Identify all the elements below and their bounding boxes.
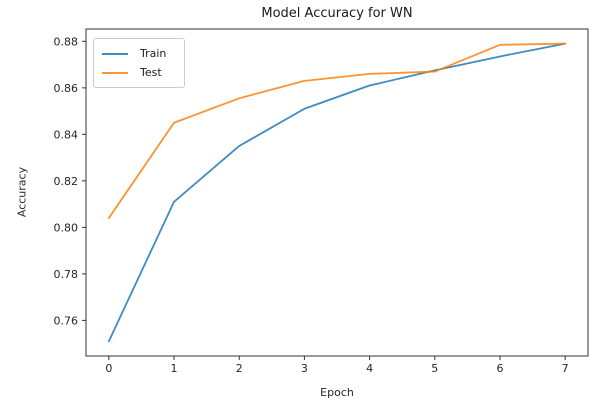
x-tick-label: 0 [105,362,112,375]
y-tick-label: 0.80 [54,221,79,234]
legend: Train Test [93,38,185,88]
train-line-swatch [102,52,128,55]
x-tick-label: 5 [431,362,438,375]
test-line-swatch [102,71,128,74]
y-tick-label: 0.78 [54,268,79,281]
x-tick-label: 6 [496,362,503,375]
x-axis-label: Epoch [320,386,354,399]
y-tick-label: 0.82 [54,175,79,188]
x-tick-label: 4 [366,362,373,375]
x-tick-label: 1 [171,362,178,375]
x-tick-label: 2 [236,362,243,375]
chart-title: Model Accuracy for WN [261,6,413,21]
x-tick-label: 7 [562,362,569,375]
y-tick-label: 0.86 [54,82,79,95]
test-line [107,42,567,219]
legend-entry-train: Train [102,44,176,63]
legend-entry-test: Test [102,63,176,82]
axes-frame [85,28,589,357]
x-tick-label: 3 [301,362,308,375]
y-tick-label: 0.76 [54,314,79,327]
y-axis-label: Accuracy [15,166,29,218]
legend-label-train: Train [140,47,167,60]
legend-label-test: Test [140,66,162,79]
y-tick-label: 0.88 [54,35,79,48]
y-tick-label: 0.84 [54,128,79,141]
train-line [107,42,567,343]
